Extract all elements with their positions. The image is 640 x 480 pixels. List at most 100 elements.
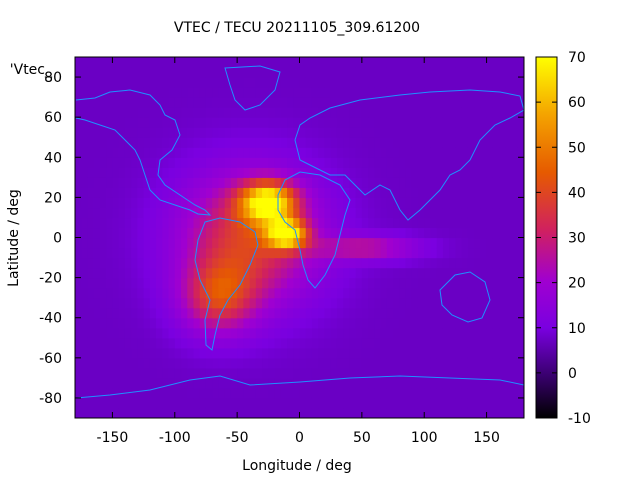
heatmap-cell xyxy=(199,227,207,239)
heatmap-cell xyxy=(355,217,363,229)
heatmap-cell xyxy=(230,97,238,108)
heatmap-cell xyxy=(199,217,207,229)
heatmap-cell xyxy=(262,207,269,219)
heatmap-cell xyxy=(162,267,170,279)
heatmap-cell xyxy=(461,227,469,239)
heatmap-cell xyxy=(174,97,182,108)
heatmap-cell xyxy=(505,197,513,209)
heatmap-cell xyxy=(99,317,107,329)
heatmap-cell xyxy=(199,377,207,389)
heatmap-cell xyxy=(81,357,89,369)
heatmap-cell xyxy=(237,197,244,209)
heatmap-cell xyxy=(411,107,419,118)
heatmap-cell xyxy=(87,377,95,389)
heatmap-cell xyxy=(268,97,276,108)
heatmap-cell xyxy=(305,347,313,359)
heatmap-cell xyxy=(137,97,145,108)
heatmap-cell xyxy=(249,97,257,108)
heatmap-cell xyxy=(355,387,363,399)
y-tick-label: 80 xyxy=(44,70,62,86)
heatmap-cell xyxy=(99,137,107,148)
heatmap-cell xyxy=(343,147,350,158)
heatmap-cell xyxy=(467,397,475,409)
heatmap-cell xyxy=(237,307,244,319)
heatmap-cell xyxy=(293,187,301,198)
heatmap-cell xyxy=(174,197,182,209)
heatmap-cell xyxy=(374,277,382,289)
heatmap-cell xyxy=(480,147,488,158)
heatmap-cell xyxy=(318,127,326,138)
heatmap-cell xyxy=(218,257,226,269)
heatmap-cell xyxy=(143,397,151,409)
heatmap-cell xyxy=(262,167,269,178)
heatmap-cell xyxy=(106,287,114,299)
heatmap-cell xyxy=(368,407,375,418)
heatmap-cell xyxy=(461,347,469,359)
heatmap-cell xyxy=(455,337,463,349)
heatmap-cell xyxy=(424,107,432,118)
heatmap-cell xyxy=(480,57,488,68)
heatmap-cell xyxy=(442,157,450,168)
heatmap-cell xyxy=(517,137,524,148)
heatmap-cell xyxy=(274,147,282,158)
heatmap-cell xyxy=(474,237,481,249)
heatmap-cell xyxy=(124,97,132,108)
heatmap-cell xyxy=(361,337,369,349)
heatmap-cell xyxy=(243,367,251,379)
heatmap-cell xyxy=(324,257,332,269)
heatmap-cell xyxy=(262,157,269,168)
heatmap-cell xyxy=(430,347,438,359)
heatmap-cell xyxy=(137,387,145,399)
heatmap-cell xyxy=(205,307,213,319)
heatmap-cell xyxy=(386,57,394,68)
heatmap-cell xyxy=(424,57,432,68)
heatmap-cell xyxy=(156,217,163,229)
heatmap-cell xyxy=(299,397,307,409)
heatmap-cell xyxy=(237,187,244,198)
heatmap-cell xyxy=(486,297,494,309)
heatmap-cell xyxy=(486,97,494,108)
heatmap-cell xyxy=(511,297,519,309)
heatmap-cell xyxy=(124,267,132,279)
heatmap-cell xyxy=(280,57,288,68)
heatmap-cell xyxy=(405,117,413,128)
heatmap-cell xyxy=(187,177,195,188)
heatmap-cell xyxy=(162,387,170,399)
heatmap-cell xyxy=(368,157,375,168)
heatmap-cell xyxy=(218,227,226,239)
heatmap-cell xyxy=(355,277,363,289)
heatmap-cell xyxy=(311,267,319,279)
heatmap-cell xyxy=(467,67,475,78)
heatmap-cell xyxy=(262,227,269,239)
heatmap-cell xyxy=(399,387,407,399)
heatmap-cell xyxy=(349,157,357,168)
heatmap-cell xyxy=(212,277,220,289)
heatmap-cell xyxy=(87,307,95,319)
heatmap-cell xyxy=(224,227,232,239)
heatmap-cell xyxy=(393,97,400,108)
heatmap-cell xyxy=(149,317,157,329)
heatmap-cell xyxy=(405,127,413,138)
colorbar-tick-label: 20 xyxy=(568,276,586,292)
heatmap-cell xyxy=(436,337,444,349)
heatmap-cell xyxy=(174,157,182,168)
heatmap-cell xyxy=(174,57,182,68)
heatmap-cell xyxy=(118,297,126,309)
heatmap-cell xyxy=(137,267,145,279)
heatmap-cell xyxy=(156,97,163,108)
heatmap-cell xyxy=(424,167,432,178)
heatmap-cell xyxy=(374,407,382,418)
heatmap-cell xyxy=(212,387,220,399)
heatmap-cell xyxy=(81,227,89,239)
heatmap-cell xyxy=(262,277,269,289)
heatmap-cell xyxy=(343,367,350,379)
heatmap-cell xyxy=(112,327,120,339)
heatmap-cell xyxy=(205,237,213,249)
heatmap-cell xyxy=(106,347,114,359)
heatmap-cell xyxy=(274,257,282,269)
heatmap-cell xyxy=(230,77,238,88)
heatmap-cell xyxy=(93,367,101,379)
heatmap-cell xyxy=(324,107,332,118)
heatmap-cell xyxy=(305,187,313,198)
heatmap-cell xyxy=(243,357,251,369)
